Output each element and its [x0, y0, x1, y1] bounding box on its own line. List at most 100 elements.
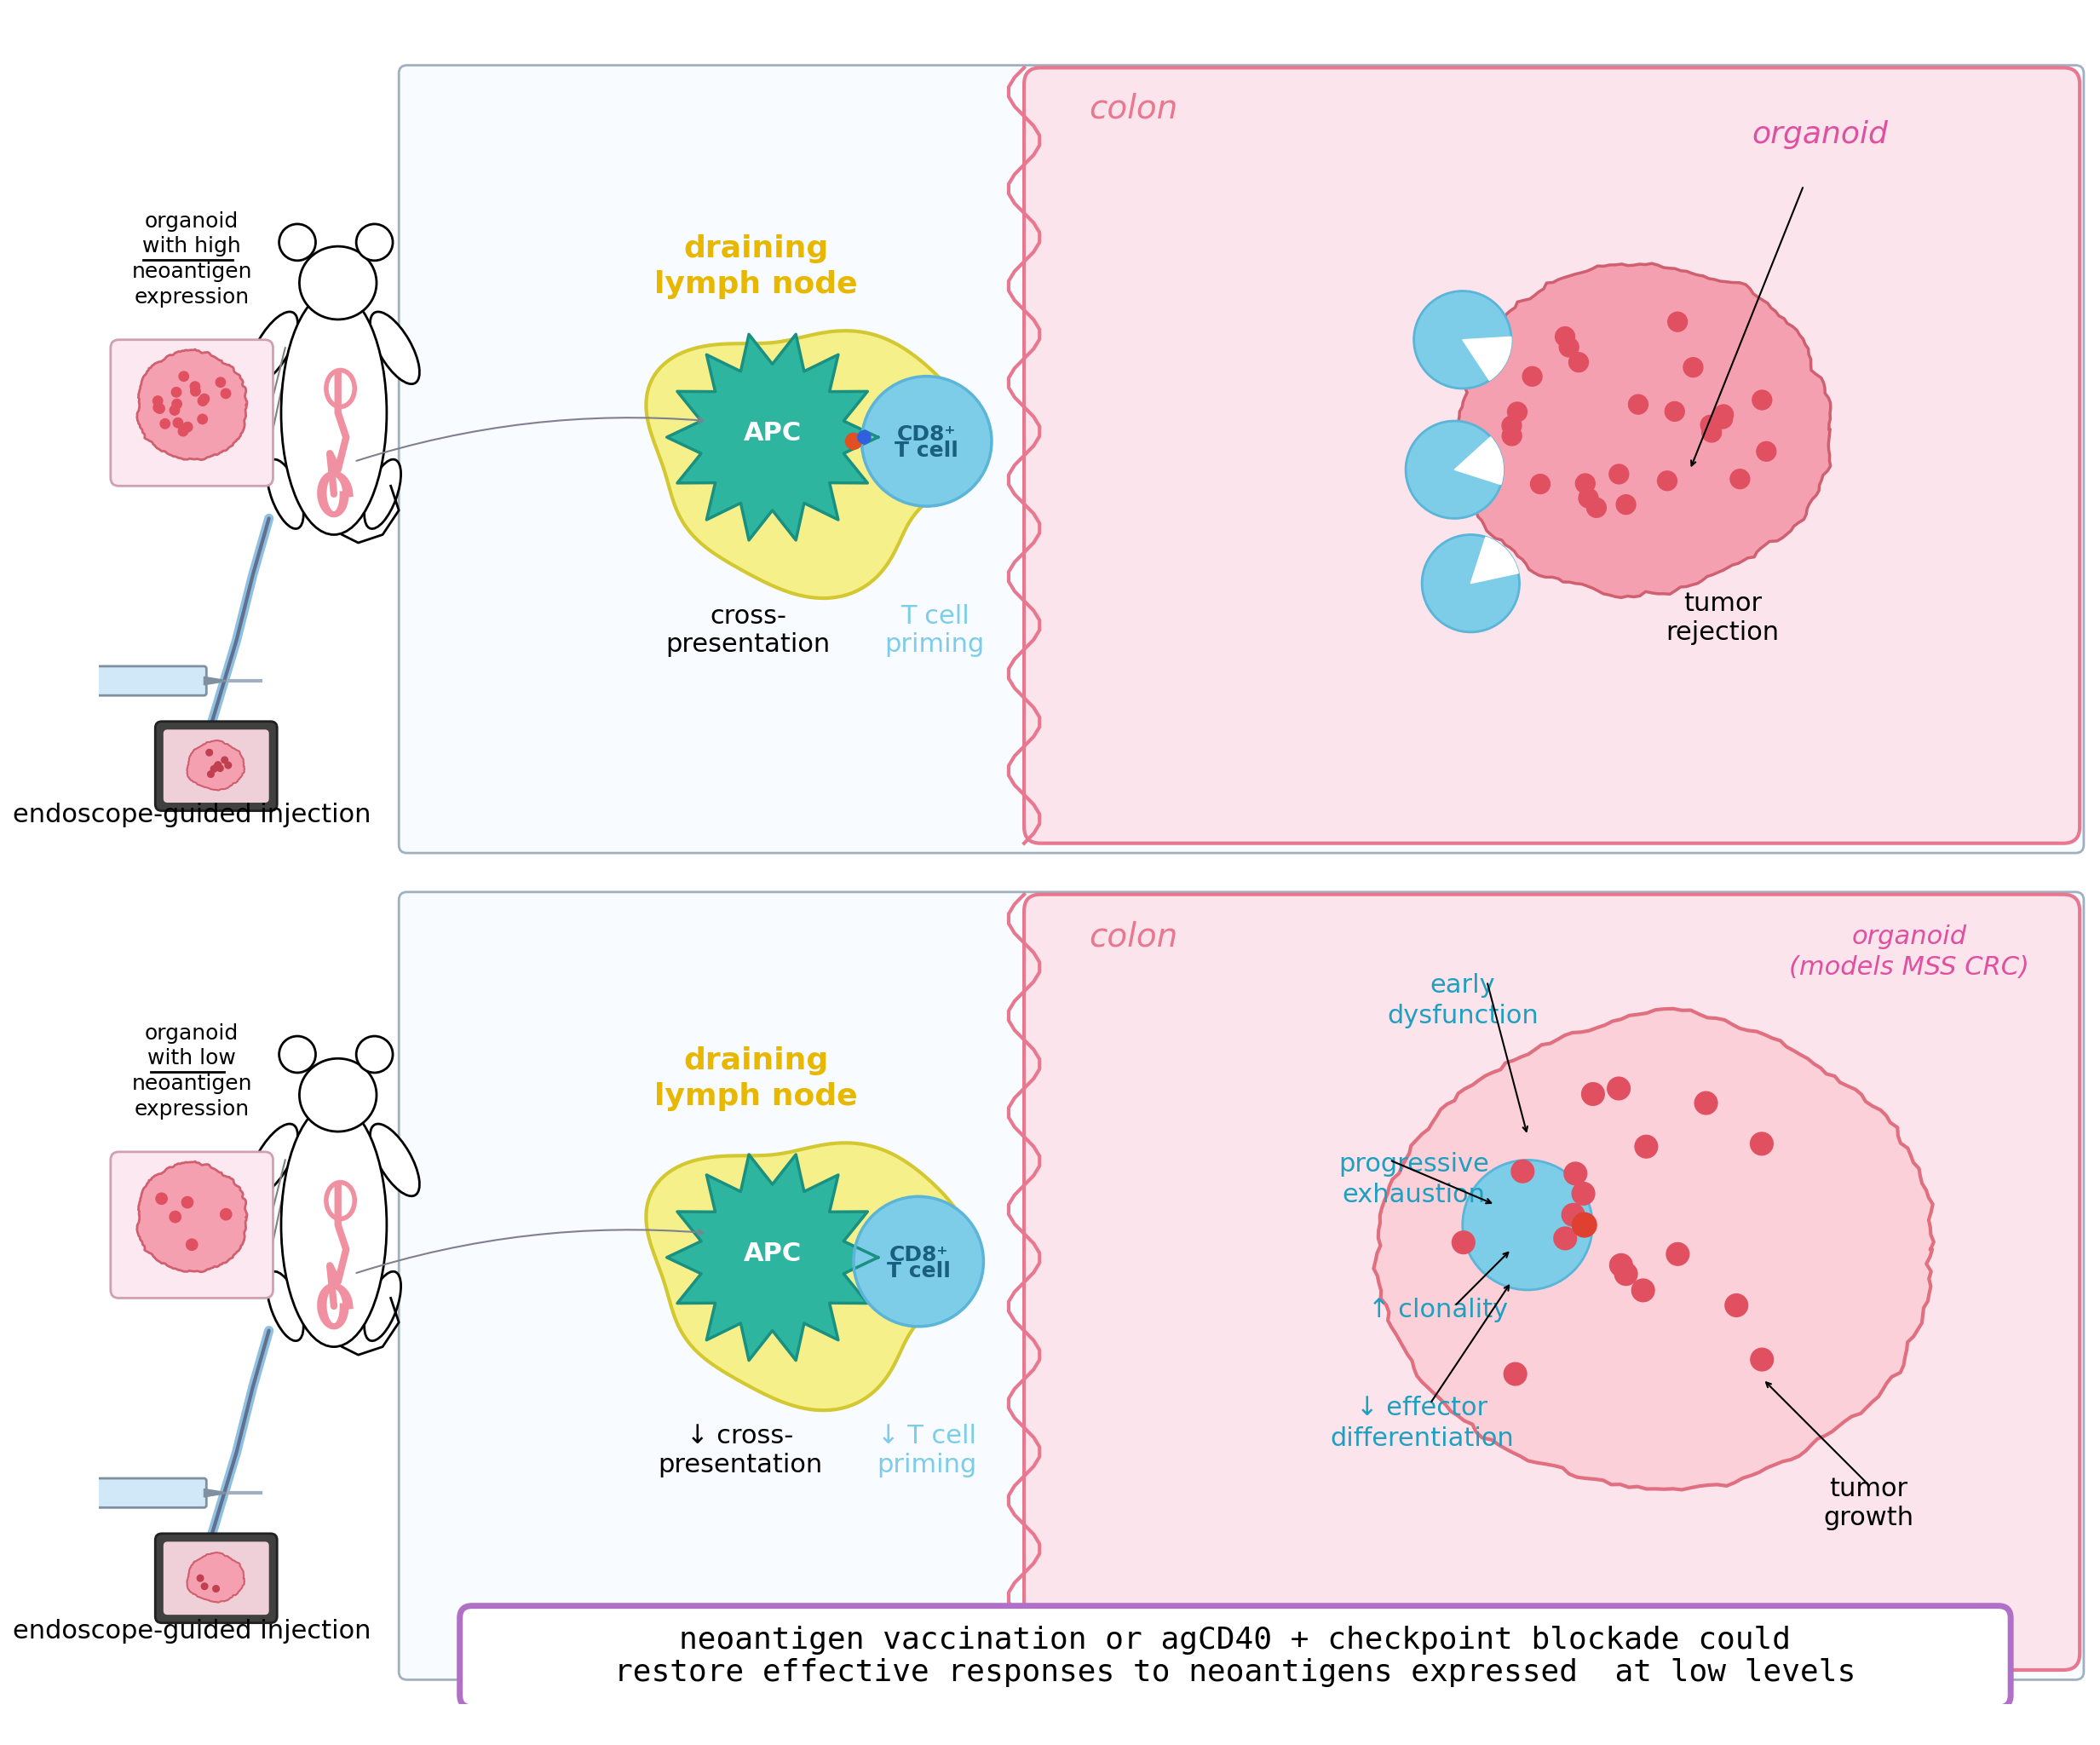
Ellipse shape [357, 1037, 393, 1073]
Circle shape [1714, 408, 1732, 429]
Circle shape [846, 433, 861, 450]
Circle shape [1413, 291, 1512, 389]
Text: T cell
priming: T cell priming [884, 604, 985, 658]
Ellipse shape [267, 1272, 304, 1340]
Polygon shape [647, 1143, 970, 1410]
Circle shape [1607, 1077, 1630, 1099]
Ellipse shape [281, 1103, 386, 1347]
Circle shape [1611, 1253, 1632, 1277]
Ellipse shape [363, 1272, 401, 1340]
Text: ↓ cross-
presentation: ↓ cross- presentation [657, 1424, 823, 1478]
Text: organoid
with high
neoantigen
expression: organoid with high neoantigen expression [132, 211, 252, 307]
Polygon shape [647, 332, 970, 599]
Text: APC: APC [743, 1241, 802, 1265]
Circle shape [1657, 471, 1678, 490]
Ellipse shape [248, 312, 298, 384]
Polygon shape [668, 1155, 878, 1361]
Text: neoantigen vaccination or agCD40 + checkpoint blockade could: neoantigen vaccination or agCD40 + check… [678, 1626, 1791, 1654]
Circle shape [172, 387, 181, 398]
Circle shape [1531, 475, 1550, 494]
Circle shape [1714, 405, 1732, 424]
Text: colon: colon [1090, 92, 1178, 124]
Polygon shape [1373, 1009, 1934, 1490]
Circle shape [1667, 1242, 1688, 1265]
Circle shape [170, 1211, 181, 1223]
Circle shape [1636, 1136, 1657, 1159]
Text: tumor
growth: tumor growth [1823, 1476, 1913, 1530]
Polygon shape [187, 1553, 244, 1602]
Circle shape [220, 1209, 231, 1220]
Ellipse shape [363, 459, 401, 529]
Text: draining
lymph node: draining lymph node [655, 234, 857, 298]
FancyBboxPatch shape [164, 1541, 269, 1614]
Circle shape [1588, 497, 1606, 518]
Circle shape [1554, 1227, 1577, 1249]
Wedge shape [1455, 436, 1504, 485]
Polygon shape [187, 740, 244, 790]
FancyBboxPatch shape [399, 65, 2083, 853]
FancyBboxPatch shape [1025, 895, 2079, 1670]
Circle shape [225, 763, 231, 768]
Circle shape [187, 1239, 197, 1251]
Text: colon: colon [1090, 920, 1178, 953]
Circle shape [155, 1194, 168, 1204]
Circle shape [1632, 1279, 1655, 1302]
Ellipse shape [248, 1124, 298, 1195]
Circle shape [1628, 394, 1649, 414]
Polygon shape [136, 1162, 248, 1272]
Circle shape [153, 403, 164, 412]
Circle shape [220, 757, 229, 763]
Circle shape [210, 766, 216, 771]
Circle shape [1617, 496, 1636, 515]
Circle shape [1667, 312, 1686, 332]
Circle shape [197, 1576, 204, 1581]
Circle shape [191, 386, 200, 396]
Circle shape [1562, 1204, 1586, 1227]
Circle shape [1512, 1160, 1533, 1183]
Circle shape [153, 396, 162, 407]
Ellipse shape [370, 1124, 420, 1195]
Text: cross-
presentation: cross- presentation [666, 604, 830, 658]
Circle shape [1724, 1295, 1747, 1317]
Text: tumor
rejection: tumor rejection [1665, 592, 1779, 646]
Circle shape [178, 426, 189, 436]
Circle shape [183, 1197, 193, 1208]
Ellipse shape [300, 246, 376, 319]
Text: endoscope-guided injection: endoscope-guided injection [13, 803, 372, 827]
Polygon shape [204, 1488, 229, 1497]
Circle shape [172, 417, 183, 428]
Circle shape [861, 377, 991, 506]
Text: ↓ T cell
priming: ↓ T cell priming [876, 1424, 977, 1478]
Circle shape [214, 764, 220, 770]
Text: T cell: T cell [895, 441, 958, 461]
Circle shape [197, 414, 208, 424]
Text: ↑ clonality: ↑ clonality [1369, 1298, 1508, 1323]
Circle shape [214, 761, 220, 768]
Polygon shape [1457, 263, 1831, 597]
Circle shape [1581, 1082, 1604, 1105]
FancyBboxPatch shape [460, 1605, 2010, 1707]
Circle shape [172, 400, 183, 408]
Circle shape [155, 403, 164, 414]
Polygon shape [136, 349, 248, 461]
Bar [65, 1476, 82, 1509]
Circle shape [197, 396, 208, 407]
Circle shape [1564, 1162, 1588, 1185]
Text: APC: APC [743, 421, 802, 445]
FancyBboxPatch shape [155, 1534, 277, 1623]
Ellipse shape [279, 223, 315, 260]
Text: endoscope-guided injection: endoscope-guided injection [13, 1618, 372, 1644]
Ellipse shape [357, 223, 393, 260]
Circle shape [1573, 1213, 1596, 1237]
Circle shape [1695, 1092, 1718, 1115]
Circle shape [220, 389, 231, 398]
Circle shape [1558, 337, 1579, 358]
Circle shape [216, 377, 225, 387]
Text: organoid: organoid [1751, 120, 1888, 150]
FancyBboxPatch shape [80, 667, 206, 696]
Circle shape [1684, 358, 1703, 377]
Circle shape [1701, 415, 1720, 435]
Text: ↓ effector
differentiation: ↓ effector differentiation [1329, 1396, 1514, 1450]
Circle shape [160, 419, 170, 429]
Circle shape [1405, 421, 1504, 518]
